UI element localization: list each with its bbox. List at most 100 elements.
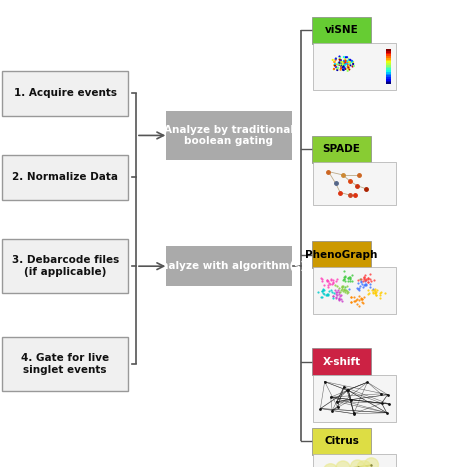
Point [340, 58, 348, 65]
Point [318, 287, 326, 294]
Point [334, 64, 342, 71]
FancyBboxPatch shape [386, 65, 391, 66]
Point [334, 283, 341, 290]
Point [337, 66, 345, 73]
Point [323, 291, 331, 298]
Point [346, 277, 353, 285]
FancyBboxPatch shape [313, 43, 396, 90]
Text: Analyze by traditional
boolean gating: Analyze by traditional boolean gating [164, 125, 294, 146]
Point [341, 283, 348, 291]
Point [346, 62, 354, 69]
Point [337, 286, 345, 294]
Point [337, 60, 345, 68]
Point [345, 58, 353, 65]
FancyBboxPatch shape [2, 155, 128, 199]
Point [344, 64, 351, 72]
FancyBboxPatch shape [386, 58, 391, 59]
Point [344, 57, 351, 65]
FancyBboxPatch shape [312, 348, 371, 375]
Point [334, 66, 341, 74]
Point [340, 276, 347, 283]
Point [357, 296, 365, 303]
Point [365, 286, 372, 293]
Point [332, 64, 340, 71]
Point [362, 281, 370, 288]
Point [344, 288, 352, 295]
Point [354, 300, 361, 307]
Text: 2. Normalize Data: 2. Normalize Data [12, 172, 118, 183]
Point [366, 283, 374, 290]
Point [347, 293, 355, 301]
Point [339, 58, 346, 66]
Point [338, 60, 346, 67]
Point [337, 54, 344, 62]
FancyBboxPatch shape [313, 267, 396, 314]
Point [340, 63, 347, 70]
FancyBboxPatch shape [313, 454, 396, 467]
Point [336, 289, 344, 296]
Point [333, 61, 340, 68]
Point [337, 58, 345, 65]
Point [333, 293, 340, 301]
Point [357, 279, 365, 286]
Point [355, 303, 363, 310]
Point [338, 61, 346, 69]
Point [346, 59, 354, 67]
Point [332, 55, 340, 62]
Point [361, 277, 369, 285]
Point [332, 288, 339, 296]
Point [336, 60, 343, 67]
Point [335, 289, 343, 296]
Circle shape [324, 464, 338, 467]
Point [329, 56, 337, 64]
Point [340, 61, 348, 69]
Point [339, 61, 346, 68]
Point [346, 56, 354, 64]
Circle shape [336, 461, 350, 467]
Circle shape [365, 458, 379, 467]
Point [345, 273, 353, 281]
Point [344, 277, 352, 285]
Point [327, 276, 335, 284]
Point [333, 398, 340, 405]
Point [340, 285, 347, 292]
Point [324, 281, 332, 289]
Point [328, 289, 336, 296]
Point [336, 56, 344, 64]
Text: Analyze with algorithm(s): Analyze with algorithm(s) [153, 261, 305, 271]
FancyBboxPatch shape [312, 17, 371, 44]
Text: 1. Acquire events: 1. Acquire events [14, 88, 117, 99]
Point [334, 286, 342, 294]
Point [329, 292, 337, 300]
Point [343, 289, 350, 297]
FancyBboxPatch shape [386, 79, 391, 80]
Point [337, 57, 344, 64]
Point [372, 291, 380, 298]
Point [337, 64, 345, 72]
Point [354, 463, 361, 467]
FancyBboxPatch shape [386, 80, 391, 82]
Point [332, 290, 339, 297]
Point [339, 464, 347, 467]
Point [329, 279, 337, 286]
Point [376, 289, 383, 297]
Point [340, 59, 348, 66]
Point [360, 274, 367, 281]
Point [365, 275, 372, 282]
Point [360, 273, 368, 280]
Point [339, 283, 346, 290]
FancyBboxPatch shape [386, 56, 391, 58]
Point [336, 61, 344, 69]
Point [377, 390, 385, 397]
FancyBboxPatch shape [386, 54, 391, 56]
Point [339, 276, 347, 283]
FancyBboxPatch shape [386, 51, 391, 52]
Point [371, 290, 378, 297]
Point [334, 64, 341, 72]
Point [348, 58, 356, 65]
FancyBboxPatch shape [166, 111, 292, 160]
Point [342, 61, 349, 68]
Point [359, 299, 367, 307]
FancyBboxPatch shape [386, 68, 391, 70]
Point [337, 63, 345, 71]
